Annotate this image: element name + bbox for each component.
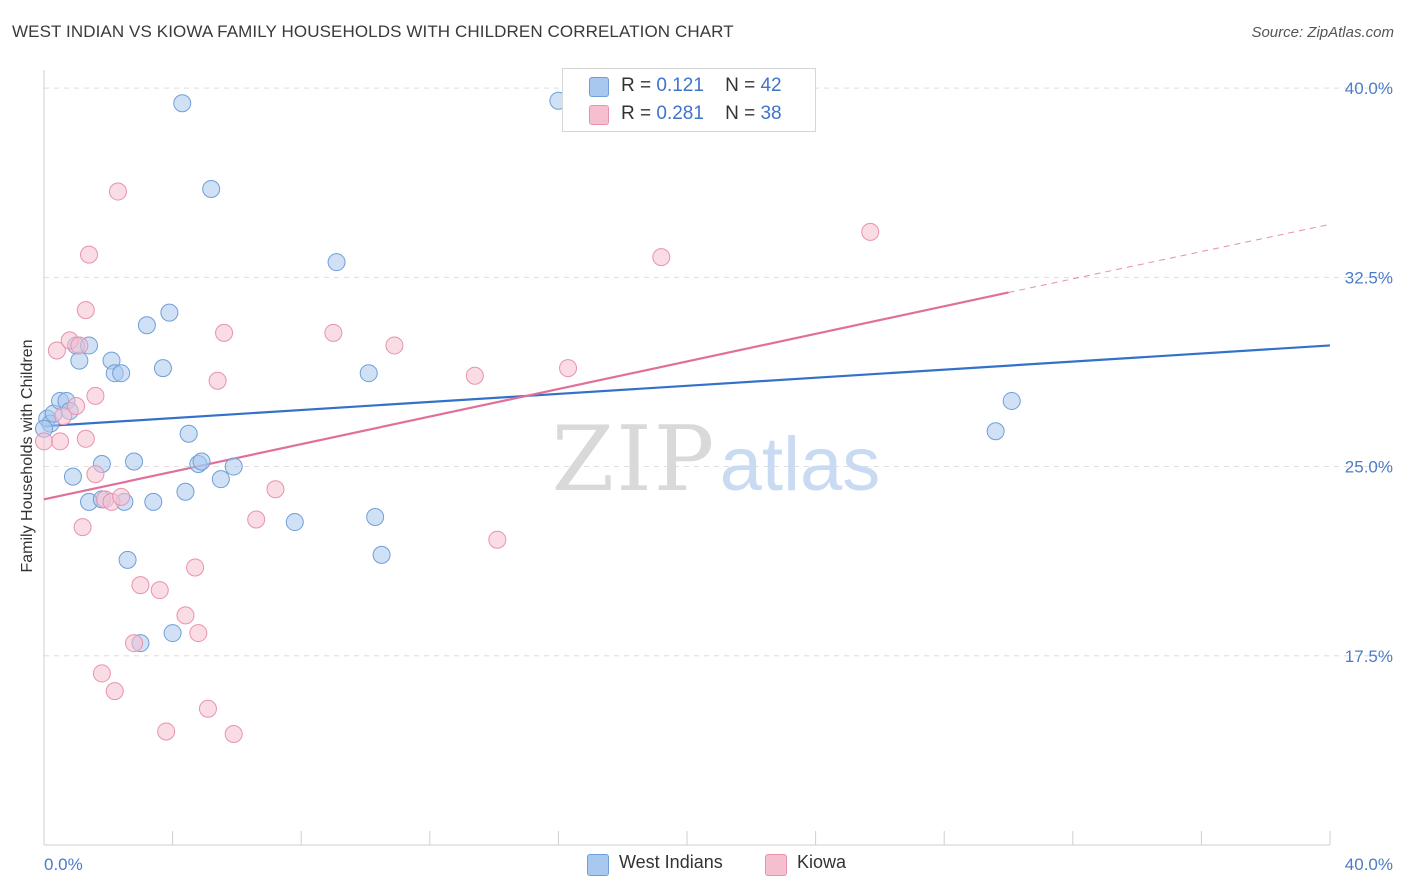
kiowa-point (385, 336, 404, 355)
west-indians-point (202, 180, 221, 199)
west-indians-point (112, 364, 131, 383)
legend-label: Kiowa (797, 852, 847, 872)
gridlines (44, 87, 1394, 657)
west-indians-swatch (589, 77, 609, 97)
kiowa-point (76, 429, 95, 448)
west-indians-point (179, 424, 198, 443)
west-indians-point (137, 316, 156, 335)
kiowa-point (108, 182, 127, 201)
west-indians-point (285, 513, 304, 532)
r-value: 0.281 (656, 103, 704, 124)
watermark: ZIP atlas (552, 407, 881, 512)
west-indians-point (125, 452, 144, 471)
kiowa-point (47, 341, 66, 360)
kiowa-point (652, 248, 671, 267)
west-indians-point (176, 482, 195, 501)
x-tick-label-start: 0.0% (44, 855, 83, 874)
x-tick-label-end: 40.0% (1345, 855, 1393, 874)
legend-label: West Indians (619, 852, 723, 872)
kiowa-point (70, 336, 89, 355)
kiowa-point (861, 222, 880, 241)
n-value: 38 (760, 103, 782, 124)
chart-title: WEST INDIAN VS KIOWA FAMILY HOUSEHOLDS W… (12, 22, 734, 41)
kiowa-point (186, 558, 205, 577)
y-tick-label: 25.0% (1345, 458, 1393, 477)
y-tick-label: 17.5% (1345, 647, 1393, 666)
west-indians-point (63, 467, 82, 486)
kiowa-point (125, 634, 144, 653)
kiowa-point (488, 530, 507, 549)
west-indians-point (224, 457, 243, 476)
kiowa-point (176, 606, 195, 625)
west-indians-point (192, 452, 211, 471)
west-indians-point (163, 624, 182, 643)
kiowa-point (105, 682, 124, 701)
axes (43, 70, 1331, 846)
west-indians-point (144, 492, 163, 511)
kiowa-point (559, 359, 578, 378)
west-indians-trend-line (43, 344, 1331, 428)
r-label: R = (621, 103, 652, 124)
west-indians-point (153, 359, 172, 378)
kiowa-point (189, 624, 208, 643)
kiowa-point (208, 371, 227, 390)
kiowa-point (150, 581, 169, 600)
kiowa-point (73, 518, 92, 537)
kiowa-point (80, 245, 99, 264)
y-tick-label: 40.0% (1345, 79, 1393, 98)
kiowa-point (215, 323, 234, 342)
kiowa-point (131, 576, 150, 595)
kiowa-point (86, 465, 105, 484)
kiowa-point (51, 432, 70, 451)
west-indians-point (372, 545, 391, 564)
kiowa-point (112, 487, 131, 506)
west-indians-swatch (587, 854, 609, 876)
west-indians-point (173, 94, 192, 113)
kiowa-point (324, 323, 343, 342)
west-indians-point (70, 351, 89, 370)
kiowa-point (157, 722, 176, 741)
kiowa-swatch (589, 105, 609, 125)
west-indians-point (359, 364, 378, 383)
west-indians-point (1002, 391, 1021, 410)
kiowa-point (67, 396, 86, 415)
n-label: N = (725, 75, 756, 96)
west-indians-point (211, 470, 230, 489)
n-label: N = (725, 103, 756, 124)
kiowa-swatch (765, 854, 787, 876)
y-tick-label: 32.5% (1345, 268, 1393, 287)
kiowa-point (198, 699, 217, 718)
west-indians-point (118, 550, 137, 569)
watermark-atlas: atlas (720, 422, 881, 507)
kiowa-point (266, 480, 285, 499)
r-value: 0.121 (656, 75, 704, 96)
kiowa-point (465, 366, 484, 385)
west-indians-point (327, 253, 346, 272)
kiowa-point (247, 510, 266, 529)
kiowa-point (54, 407, 73, 426)
tick-labels: 17.5% 25.0% 32.5% 40.0% 0.0% 40.0% (44, 79, 1393, 874)
n-value: 42 (760, 75, 782, 96)
r-label: R = (621, 75, 652, 96)
kiowa-point (35, 432, 53, 451)
kiowa-point (76, 301, 95, 320)
watermark-zip: ZIP (552, 407, 717, 512)
kiowa-trend-extension (1008, 223, 1331, 293)
source-note: Source: ZipAtlas.com (1251, 24, 1394, 41)
west-indians-point (986, 422, 1005, 441)
kiowa-point (224, 724, 243, 743)
west-indians-point (366, 508, 385, 527)
stats-legend: R = 0.121 N = 42 R = 0.281 N = 38 (562, 68, 816, 132)
kiowa-point (92, 664, 111, 683)
kiowa-point (86, 386, 105, 405)
west-indians-point (160, 303, 179, 322)
